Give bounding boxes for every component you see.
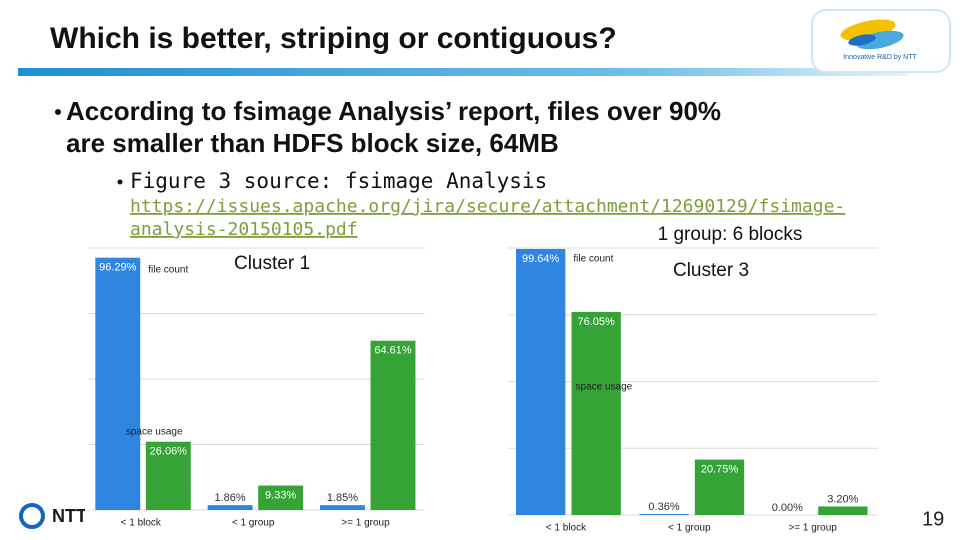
bar <box>319 505 365 510</box>
bar <box>639 514 689 515</box>
x-tick-label: < 1 block <box>121 518 162 529</box>
sub-bullet-dot <box>117 179 123 185</box>
value-label: 64.61% <box>374 345 412 357</box>
bar <box>694 459 745 515</box>
logo-mark <box>840 19 904 50</box>
x-tick-label: < 1 block <box>546 523 587 534</box>
legend-label: space usage <box>576 382 633 393</box>
annotation: 1 group: 6 blocks <box>658 224 803 245</box>
chart-title: Cluster 1 <box>234 253 310 274</box>
bar <box>95 257 141 510</box>
slide-title: Which is better, striping or contiguous? <box>50 22 617 55</box>
source-link[interactable]: analysis-20150105.pdf <box>130 219 358 240</box>
legend-label: file count <box>148 264 188 275</box>
value-label: 3.20% <box>827 493 858 505</box>
source-link[interactable]: https://issues.apache.org/jira/secure/at… <box>130 196 845 217</box>
value-label: 96.29% <box>99 262 137 274</box>
x-tick-label: >= 1 group <box>341 518 390 529</box>
legend-label: space usage <box>126 426 183 437</box>
page-number: 19 <box>922 508 944 530</box>
company-name: NTT <box>52 506 87 526</box>
sub-bullet: Figure 3 source: fsimage Analysis <box>130 169 547 193</box>
value-label: 26.06% <box>150 446 188 458</box>
bar <box>145 441 191 510</box>
bullet-line: are smaller than HDFS block size, 64MB <box>66 128 559 158</box>
bar <box>516 248 566 516</box>
x-tick-label: < 1 group <box>232 518 275 529</box>
bar <box>370 340 416 510</box>
value-label: 20.75% <box>701 464 739 476</box>
legend-label: file count <box>573 254 613 265</box>
bar <box>571 311 621 515</box>
chart-background <box>505 240 883 535</box>
chart-title: Cluster 3 <box>673 260 749 281</box>
value-label: 0.36% <box>648 501 679 513</box>
logo-caption: Innovative R&D by NTT <box>843 54 917 61</box>
value-label: 1.86% <box>215 492 246 504</box>
company-logo <box>19 503 45 529</box>
x-tick-label: < 1 group <box>668 523 711 534</box>
x-tick-label: >= 1 group <box>788 523 837 534</box>
value-label: 76.05% <box>578 316 616 328</box>
bar <box>818 506 868 515</box>
header-rule <box>18 68 908 76</box>
bullet-dot <box>55 109 61 115</box>
bar <box>207 505 253 510</box>
bar <box>258 485 304 510</box>
value-label: 99.64% <box>522 253 560 265</box>
value-label: 9.33% <box>265 489 296 501</box>
value-label: 0.00% <box>772 502 803 514</box>
bullet-line: According to fsimage Analysis’ report, f… <box>66 96 721 126</box>
value-label: 1.85% <box>327 492 358 504</box>
